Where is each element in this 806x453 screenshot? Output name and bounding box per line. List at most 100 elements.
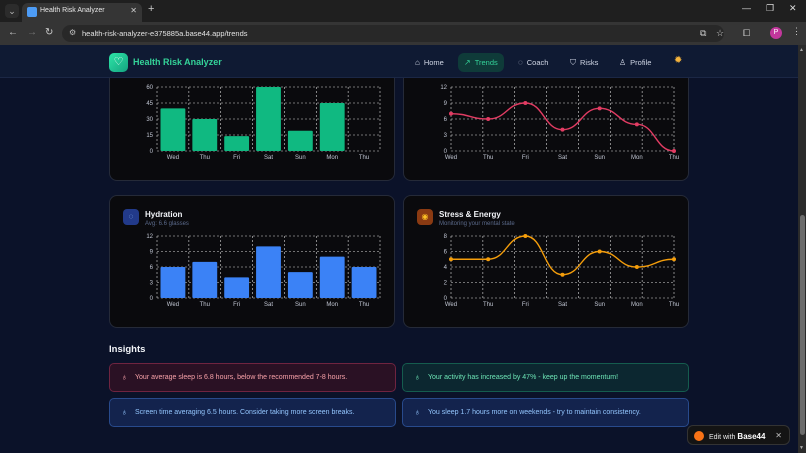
close-badge-icon[interactable]: ✕ — [775, 431, 782, 440]
reload-icon[interactable]: ↻ — [45, 27, 54, 38]
nav-trends-label: Trends — [474, 58, 498, 67]
point-sun — [597, 106, 602, 111]
bar-thu — [192, 261, 218, 298]
insight-screen-time: ♁ Screen time averaging 6.5 hours. Consi… — [109, 398, 396, 427]
y-tick-label: 2 — [444, 281, 448, 287]
lightbulb-icon: ♁ — [121, 407, 128, 417]
browser-tab-bar: ⌄ Health Risk Analyzer ✕ + — ❐ ✕ — [0, 0, 806, 22]
bar-thu — [192, 119, 218, 151]
point-wed — [449, 111, 453, 116]
x-tick-label: Mon — [326, 302, 338, 308]
tab-title: Health Risk Analyzer — [40, 7, 105, 14]
edit-badge-label: Edit with Base44 — [709, 432, 765, 441]
browser-menu-icon[interactable]: ⋮ — [792, 26, 801, 36]
y-tick-label: 45 — [146, 101, 153, 107]
stress-title: Stress & Energy — [439, 210, 501, 219]
back-icon[interactable]: ← — [8, 27, 18, 38]
y-tick-label: 30 — [146, 117, 153, 123]
y-tick-label: 0 — [150, 149, 154, 155]
address-bar: ← → ↻ ⚙ health-risk-analyzer-e375885a.ba… — [0, 22, 806, 45]
scrollbar-thumb[interactable] — [800, 215, 805, 435]
heart-logo-icon: ♡ — [109, 53, 128, 72]
y-tick-label: 9 — [444, 101, 448, 107]
y-tick-label: 12 — [440, 85, 447, 91]
forward-icon[interactable]: → — [27, 27, 37, 38]
new-tab-button[interactable]: + — [148, 3, 155, 15]
tab-search-button[interactable]: ⌄ — [5, 4, 19, 18]
extensions-icon[interactable]: ⧠ — [743, 28, 751, 38]
nav-coach[interactable]: ◌ Coach — [512, 53, 554, 72]
x-tick-label: Thu — [669, 302, 679, 308]
nav-home[interactable]: ⌂ Home — [409, 53, 450, 72]
x-tick-label: Wed — [445, 155, 457, 161]
x-tick-label: Thu — [200, 155, 210, 161]
url-field[interactable]: ⚙ health-risk-analyzer-e375885a.base44.a… — [62, 25, 724, 42]
x-tick-label: Fri — [233, 155, 240, 161]
nav-risks[interactable]: ⛉ Risks — [564, 53, 604, 72]
y-tick-label: 0 — [150, 296, 154, 302]
app-brand[interactable]: Health Risk Analyzer — [133, 57, 222, 67]
nav-trends[interactable]: ↗ Trends — [458, 53, 504, 72]
base44-logo-icon — [694, 431, 704, 441]
x-tick-label: Thu — [483, 155, 493, 161]
sleep-chart: 0 3 6 9 12 Wed Thu Fri Sat Sun Mon Thu — [440, 85, 679, 161]
x-tick-label: Sun — [594, 155, 605, 161]
bar-sat — [256, 87, 281, 151]
insight-text: Your average sleep is 6.8 hours, below t… — [135, 374, 348, 381]
x-tick-label: Fri — [522, 302, 529, 308]
trend-up-icon: ↗ — [464, 58, 471, 67]
bar-wed — [160, 108, 186, 151]
stress-chart: 0 2 4 6 8 Wed Thu Fri Sat Sun Mon Thu — [444, 234, 679, 308]
hydration-subtitle: Avg: 6.6 glasses — [145, 221, 189, 227]
browser-tab[interactable]: Health Risk Analyzer ✕ — [22, 3, 142, 22]
install-app-icon[interactable]: ⧉ — [700, 28, 707, 38]
y-tick-label: 0 — [444, 149, 448, 155]
bar-mon — [319, 103, 345, 151]
point-fri — [523, 234, 528, 238]
scroll-up-arrow[interactable]: ▲ — [799, 47, 804, 53]
scroll-down-arrow[interactable]: ▼ — [799, 445, 804, 451]
profile-avatar[interactable]: P — [770, 27, 782, 39]
tab-close-icon[interactable]: ✕ — [130, 6, 137, 15]
point-thu — [672, 257, 676, 262]
bar-sat — [256, 246, 281, 298]
x-tick-label: Mon — [631, 155, 643, 161]
edit-with-base44-badge[interactable]: Edit with Base44 ✕ — [687, 425, 790, 445]
bookmark-star-icon[interactable]: ☆ — [716, 28, 725, 38]
x-tick-label: Wed — [445, 302, 457, 308]
x-tick-label: Thu — [200, 302, 210, 308]
x-tick-label: Wed — [167, 302, 179, 308]
x-tick-label: Mon — [326, 155, 338, 161]
lightbulb-icon: ♁ — [121, 372, 128, 382]
y-tick-label: 6 — [444, 250, 448, 256]
point-wed — [449, 257, 453, 262]
x-tick-label: Thu — [359, 155, 369, 161]
restore-button[interactable]: ❐ — [766, 3, 775, 13]
sun-icon[interactable]: ✹ — [674, 55, 683, 66]
close-window-button[interactable]: ✕ — [789, 3, 797, 13]
x-tick-label: Fri — [522, 155, 529, 161]
point-thu — [486, 257, 491, 262]
y-tick-label: 6 — [444, 117, 448, 123]
shield-icon: ⛉ — [570, 58, 576, 67]
y-tick-label: 12 — [146, 234, 153, 240]
stress-card: ◉ Stress & Energy Monitoring your mental… — [403, 195, 689, 328]
y-tick-label: 8 — [444, 234, 448, 240]
x-tick-label: Thu — [669, 155, 679, 161]
minimize-button[interactable]: — — [742, 3, 751, 13]
y-tick-label: 3 — [444, 133, 448, 139]
y-tick-label: 6 — [150, 265, 154, 271]
chat-icon: ◌ — [518, 58, 523, 67]
x-tick-label: Wed — [167, 155, 179, 161]
url-text: health-risk-analyzer-e375885a.base44.app… — [82, 29, 248, 38]
sleep-card: 0 3 6 9 12 Wed Thu Fri Sat Sun Mon Thu — [403, 78, 689, 181]
x-tick-label: Thu — [483, 302, 493, 308]
y-tick-label: 15 — [146, 133, 153, 139]
site-info-icon[interactable]: ⚙ — [69, 28, 77, 37]
x-tick-label: Sun — [594, 302, 605, 308]
home-icon: ⌂ — [415, 58, 420, 67]
nav-profile[interactable]: ♙ Profile — [613, 53, 657, 72]
page-bottom — [0, 440, 798, 453]
trends-page: 0 15 30 45 60 Wed Thu Fri Sat Sun Mon Thu 0 3 6 9 12 Wed… — [0, 78, 798, 440]
lightbulb-icon: ♁ — [414, 407, 421, 417]
